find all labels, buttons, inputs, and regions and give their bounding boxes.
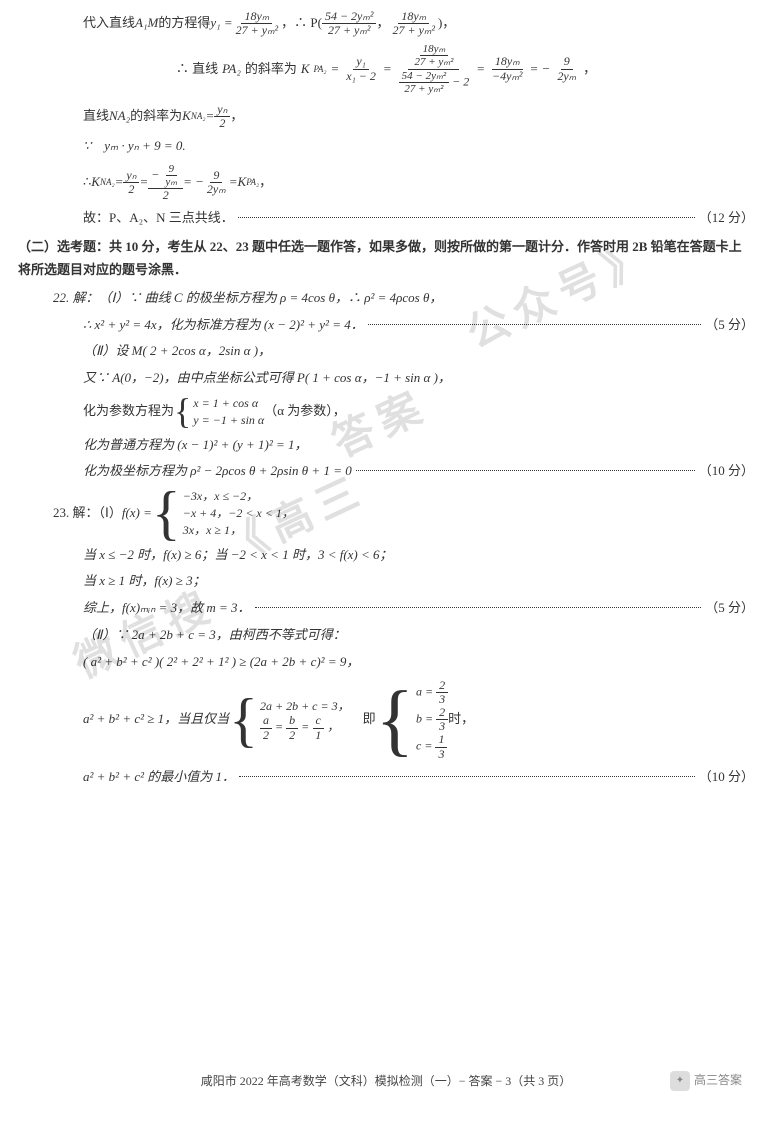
line-a1m-subst: 代入直线 A₁M 的方程得 y₁ = 18yₘ27 + yₘ² ，∴ P( 54…: [18, 10, 754, 37]
comma: ，: [376, 13, 389, 34]
q23-l6: ( a² + b² + c² )( 2² + 2² + 1² ) ≥ (2a +…: [18, 652, 754, 673]
dots: [356, 470, 695, 471]
q22-l5: 化为参数方程为 { x = 1 + cos α y = −1 + sin α （…: [18, 395, 754, 429]
q22-l6: 化为普通方程为 (x − 1)² + (y + 1)² = 1，: [18, 435, 754, 456]
points-5: （5 分）: [705, 315, 754, 336]
q23-l2: 当 x ≤ −2 时，f(x) ≥ 6；当 −2 < x < 1 时，3 < f…: [18, 545, 754, 566]
dots: [255, 607, 702, 608]
kna2-line: 直线 NA₂ 的斜率为 KNA₂ = yₙ2 ，: [18, 103, 754, 130]
q23-l5: （Ⅱ）∵ 2a + 2b + c = 3，由柯西不等式可得：: [18, 625, 754, 646]
kna2-chain: ∴ KNA₂ = yₙ2 = − 9yₘ 2 = − 92yₘ = KPA₂ ，: [18, 163, 754, 202]
q23-l4: 综上，f(x)ₘᵢₙ = 3，故 m = 3． （5 分）: [18, 598, 754, 619]
q23-l8: a² + b² + c² 的最小值为 1． （10 分）: [18, 767, 754, 788]
frac-3: 18yₘ27 + yₘ²: [389, 10, 438, 37]
q22-l2: ∴ x² + y² = 4x，化为标准方程为 (x − 2)² + y² = 4…: [18, 315, 754, 336]
frac-2: 54 − 2yₘ²27 + yₘ²: [322, 10, 377, 37]
close: )，: [438, 13, 455, 34]
kpa2-equation: ∴ 直线 PA₂ 的斜率为 KPA₂ = y₁x₁ − 2 = 18yₘ27 +…: [18, 43, 754, 94]
frac-1: 18yₘ27 + yₘ²: [233, 10, 282, 37]
q22-l1: 22. 解：（Ⅰ）∵ 曲线 C 的极坐标方程为 ρ = 4cos θ，∴ ρ² …: [18, 288, 754, 309]
section-2-head: （二）选考题：共 10 分，考生从 22、23 题中任选一题作答，如果多做，则按…: [18, 235, 754, 282]
a1m: A₁M: [135, 13, 158, 34]
points-12: （12 分）: [699, 208, 754, 229]
collinear-line: 故：P、A₂、N 三点共线． （12 分）: [18, 208, 754, 229]
text: 的方程得: [158, 13, 210, 34]
q23-l7: a² + b² + c² ≥ 1，当且仅当 { 2a + 2b + c = 3，…: [18, 679, 754, 761]
q22-l7: 化为极坐标方程为 ρ² − 2ρcos θ + 2ρsin θ + 1 = 0 …: [18, 461, 754, 482]
dots: [368, 324, 702, 325]
footer-mark-text: 高三答案: [694, 1071, 742, 1090]
y1-eq: y₁ =: [210, 13, 232, 34]
q22-l3: （Ⅱ）设 M( 2 + 2cos α，2sin α )，: [18, 341, 754, 362]
footer-watermark: ✦ 高三答案: [670, 1071, 742, 1091]
collinear-text: 故：P、A₂、N 三点共线．: [83, 208, 234, 229]
q23-l1: 23. 解：（Ⅰ） f(x) = { −3x，x ≤ −2， −x + 4，−2…: [18, 488, 754, 538]
points-10: （10 分）: [699, 461, 754, 482]
points-10b: （10 分）: [699, 767, 754, 788]
dots: [238, 217, 695, 218]
dots: [239, 776, 695, 777]
q22-l4: 又∵ A(0，−2)，由中点坐标公式可得 P( 1 + cos α，−1 + s…: [18, 368, 754, 389]
page-footer: 咸阳市 2022 年高考数学（文科）模拟检测（一）− 答案 − 3（共 3 页）: [0, 1072, 772, 1091]
points-5b: （5 分）: [705, 598, 754, 619]
wechat-icon: ✦: [670, 1071, 690, 1091]
therefore-p: ，∴ P(: [281, 13, 322, 34]
brace-icon: {: [174, 397, 191, 426]
product-line: ∵ yₘ · yₙ + 9 = 0.: [18, 136, 754, 157]
text: 代入直线: [83, 13, 135, 34]
q23-l3: 当 x ≥ 1 时，f(x) ≥ 3；: [18, 571, 754, 592]
brace-icon: {: [152, 492, 181, 534]
brace-icon: {: [376, 694, 414, 746]
brace-icon: {: [229, 699, 258, 741]
